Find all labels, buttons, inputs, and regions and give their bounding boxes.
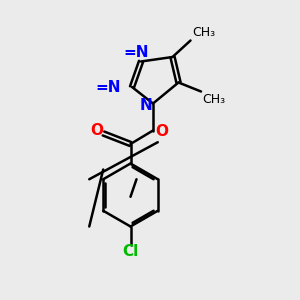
Text: O: O bbox=[155, 124, 168, 140]
Text: Cl: Cl bbox=[122, 244, 139, 260]
Text: =N: =N bbox=[124, 45, 149, 60]
Text: N: N bbox=[140, 98, 153, 112]
Text: CH₃: CH₃ bbox=[202, 93, 226, 106]
Text: =N: =N bbox=[95, 80, 121, 94]
Text: O: O bbox=[90, 123, 104, 138]
Text: CH₃: CH₃ bbox=[192, 26, 215, 39]
